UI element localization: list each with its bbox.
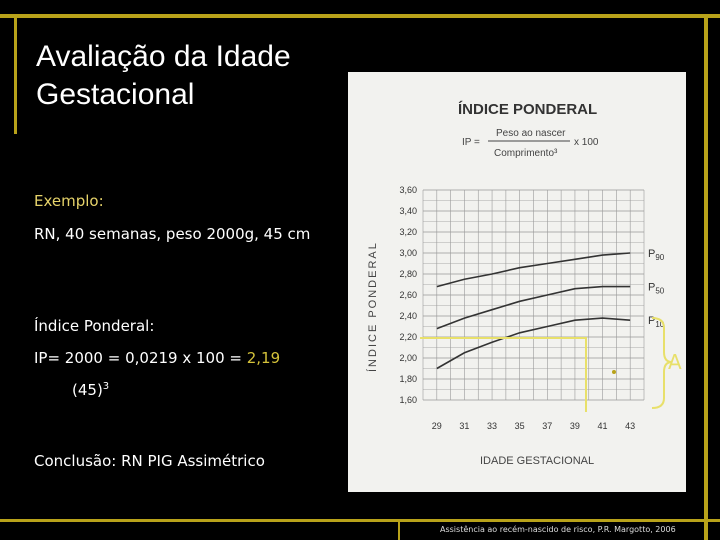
chart-grid [422,189,645,401]
formula-ip-label: IP = [462,137,480,148]
formula-denominator: (45)3 [72,381,109,399]
annotation-letter: A [668,350,682,374]
formula-numerator: Peso ao nascer [496,128,566,139]
example-text: RN, 40 semanas, peso 2000g, 45 cm [34,225,311,243]
formula-line: IP= 2000 = 0,0219 x 100 = 2,19 [34,349,280,367]
y-tick-label: 2,20 [399,332,417,342]
percentile-lines [436,252,631,370]
series-label-p50: P50 [648,282,665,296]
left-frame-line [14,14,17,134]
formula-result: 2,19 [246,349,281,367]
series-label-p10: P10 [648,315,665,329]
series-line-p50 [436,285,631,330]
annotation-point [612,370,616,374]
formula-prefix: IP= 2000 = 0,0219 x 100 = [34,349,247,367]
annotation-brace [651,317,673,409]
y-tick-label: 3,60 [399,185,417,195]
x-tick-label: 43 [625,421,635,431]
slide-title-line2: Gestacional [36,78,195,111]
series-label-sub: 90 [655,253,664,262]
y-tick-label: 3,40 [399,206,417,216]
formula-multiplier: x 100 [574,137,599,148]
y-tick-label: 1,80 [399,374,417,384]
y-axis-label: ÍNDICE PONDERAL [366,241,379,372]
ponderal-index-chart: ÍNDICE PONDERAL IP = Peso ao nascer Comp… [366,101,665,467]
y-tick-label: 3,20 [399,227,417,237]
y-tick-label: 2,00 [399,353,417,363]
example-label: Exemplo: [34,192,104,210]
annotation-bracket-line [420,337,587,412]
y-tick-label: 2,40 [399,311,417,321]
top-frame-line [0,14,720,18]
x-tick-label: 29 [432,421,442,431]
series-line-p10 [436,317,631,370]
series-label-sub: 50 [655,287,664,296]
series-label-main: P [648,315,655,327]
conclusion-text: Conclusão: RN PIG Assimétrico [34,452,265,470]
y-tick-label: 1,60 [399,395,417,405]
y-tick-labels: 1,60 1,80 2,00 2,20 2,40 2,60 2,80 3,00 3,20 3,40… [399,185,417,405]
x-tick-label: 37 [542,421,552,431]
slide-title: Avaliação da Idade Gestacional [36,38,291,114]
denominator-base: (45) [72,381,103,399]
bottom-frame-line [0,519,720,522]
series-label-main: P [648,282,655,294]
formula-denominator-text: Comprimento³ [494,148,558,159]
x-tick-label: 35 [515,421,525,431]
bottom-frame-tick [398,519,400,540]
x-tick-label: 39 [570,421,580,431]
y-tick-label: 2,80 [399,269,417,279]
slide-title-line1: Avaliação da Idade [36,40,291,73]
y-tick-label: 2,60 [399,290,417,300]
series-label-main: P [648,248,655,260]
chart-title: ÍNDICE PONDERAL [458,101,597,118]
ponderal-index-label: Índice Ponderal: [34,317,155,335]
series-label-sub: 10 [655,320,664,329]
right-frame-line [704,14,708,540]
x-tick-label: 33 [487,421,497,431]
footer-citation: Assistência ao recém-nascido de risco, P… [440,525,676,534]
series-label-p90: P90 [648,248,665,262]
series-line-p90 [436,252,631,288]
ponderal-index-figure: ÍNDICE PONDERAL IP = Peso ao nascer Comp… [348,72,686,492]
x-tick-label: 41 [598,421,608,431]
denominator-exponent: 3 [102,381,110,392]
x-tick-labels: 29 31 33 35 37 39 41 43 [432,421,635,431]
x-axis-label: IDADE GESTACIONAL [480,455,594,467]
y-tick-label: 3,00 [399,248,417,258]
x-tick-label: 31 [459,421,469,431]
